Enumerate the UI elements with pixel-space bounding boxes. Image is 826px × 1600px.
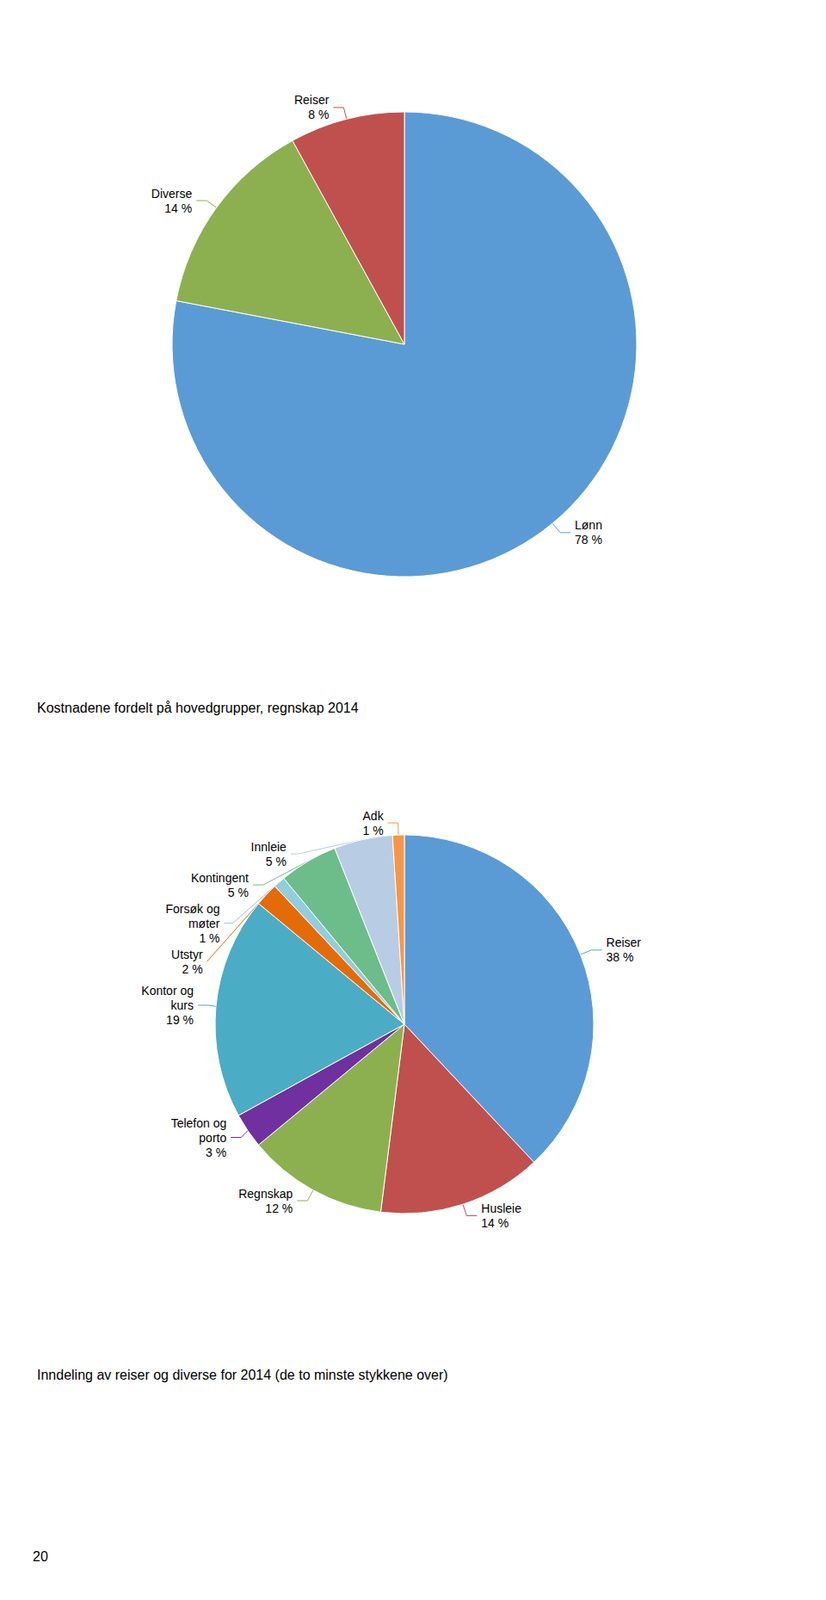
svg-text:1 %: 1 % (198, 930, 220, 945)
svg-text:5 %: 5 % (228, 885, 249, 900)
svg-text:20: 20 (32, 1548, 49, 1564)
svg-text:Lønn: Lønn (574, 517, 603, 532)
svg-text:Husleie: Husleie (480, 1201, 522, 1215)
svg-text:kurs: kurs (171, 998, 194, 1012)
svg-text:14 %: 14 % (164, 201, 192, 216)
svg-text:Reiser: Reiser (606, 935, 642, 950)
svg-text:Adk: Adk (363, 808, 385, 823)
svg-text:Innleie: Innleie (251, 839, 287, 854)
svg-text:1 %: 1 % (363, 823, 384, 838)
svg-text:3 %: 3 % (205, 1145, 227, 1159)
svg-text:78 %: 78 % (574, 532, 603, 547)
svg-text:Regnskap: Regnskap (238, 1186, 293, 1201)
svg-text:Telefon og: Telefon og (171, 1115, 228, 1130)
svg-text:Kostnadene fordelt på hovedgru: Kostnadene fordelt på hovedgrupper, regn… (36, 700, 359, 716)
svg-text:38 %: 38 % (606, 949, 635, 964)
svg-text:Reiser: Reiser (294, 92, 330, 107)
svg-text:8 %: 8 % (308, 107, 329, 122)
svg-text:Utstyr: Utstyr (171, 947, 204, 962)
svg-text:2 %: 2 % (181, 961, 203, 976)
svg-text:Inndeling av reiser og diverse: Inndeling av reiser og diverse for 2014 … (36, 1367, 449, 1382)
svg-text:møter: møter (188, 916, 221, 931)
svg-text:Diverse: Diverse (151, 186, 193, 201)
svg-text:14 %: 14 % (480, 1215, 509, 1230)
svg-text:porto: porto (198, 1130, 227, 1145)
svg-text:Forsøk og: Forsøk og (165, 901, 220, 916)
svg-text:Kontingent: Kontingent (191, 870, 249, 885)
svg-text:19 %: 19 % (166, 1012, 194, 1027)
svg-text:12 %: 12 % (265, 1201, 293, 1215)
svg-text:Kontor og: Kontor og (141, 983, 194, 998)
svg-text:5 %: 5 % (265, 854, 287, 869)
